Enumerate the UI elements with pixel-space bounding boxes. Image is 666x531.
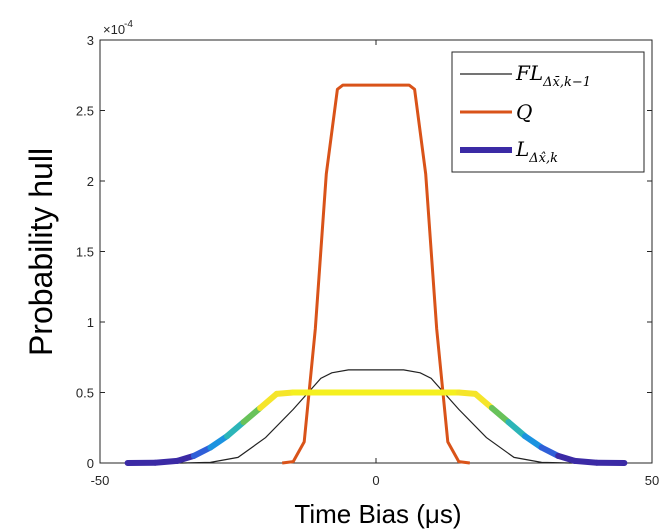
legend: FLΔx̄,k−1 Q LΔx̂,k (451, 51, 645, 173)
series-segment-l (571, 457, 600, 466)
y-tick-label: 0.5 (76, 386, 94, 401)
series-segment-l (190, 444, 214, 459)
legend-label-q: Q (516, 100, 532, 124)
series-segment-l (472, 390, 495, 411)
series-segment-l (257, 390, 280, 411)
y-tick-label: 1.5 (76, 245, 94, 260)
x-tick-label: 50 (645, 473, 659, 488)
series-segment-l (522, 433, 545, 451)
legend-entry-q: Q (460, 100, 532, 124)
series-segment-l (152, 457, 181, 466)
series-segment-l (224, 419, 247, 440)
y-tick-label: 0 (87, 456, 94, 471)
legend-fl-sub: Δx̄,k−1 (542, 75, 591, 90)
y-tick-label: 2 (87, 174, 94, 189)
y-axis-label: Probability hull (23, 148, 59, 356)
series-segment-l (505, 419, 528, 440)
series-segment-l (240, 405, 264, 426)
legend-label-fl: FLΔx̄,k−1 (515, 61, 591, 90)
y-tick-label: 3 (87, 33, 94, 48)
y-exponent-power: -4 (124, 19, 133, 30)
legend-l-sub: Δx̂,k (528, 151, 558, 166)
series-segment-l (538, 444, 562, 459)
legend-entry-fl: FLΔx̄,k−1 (460, 61, 591, 90)
series-segment-l (207, 433, 230, 451)
ticks-layer: 0 0.5 1 1.5 2 2.5 3 -50 0 50 (76, 33, 659, 488)
legend-label-l: LΔx̂,k (515, 137, 558, 166)
x-tick-label: 0 (372, 473, 379, 488)
series-line-q (282, 83, 470, 465)
series-segment-l (488, 405, 512, 426)
y-exponent-label: ×10 -4 (103, 19, 133, 37)
legend-entry-l: LΔx̂,k (460, 137, 558, 166)
legend-l-main: L (515, 137, 529, 161)
series-layer (124, 83, 628, 466)
x-axis-label: Time Bias (μs) (294, 499, 461, 529)
legend-fl-main: FL (515, 61, 543, 85)
series-line-fl (127, 369, 625, 464)
y-exponent-base: ×10 (103, 22, 125, 37)
y-tick-label: 1 (87, 315, 94, 330)
x-tick-label: -50 (91, 473, 110, 488)
y-tick-label: 2.5 (76, 104, 94, 119)
